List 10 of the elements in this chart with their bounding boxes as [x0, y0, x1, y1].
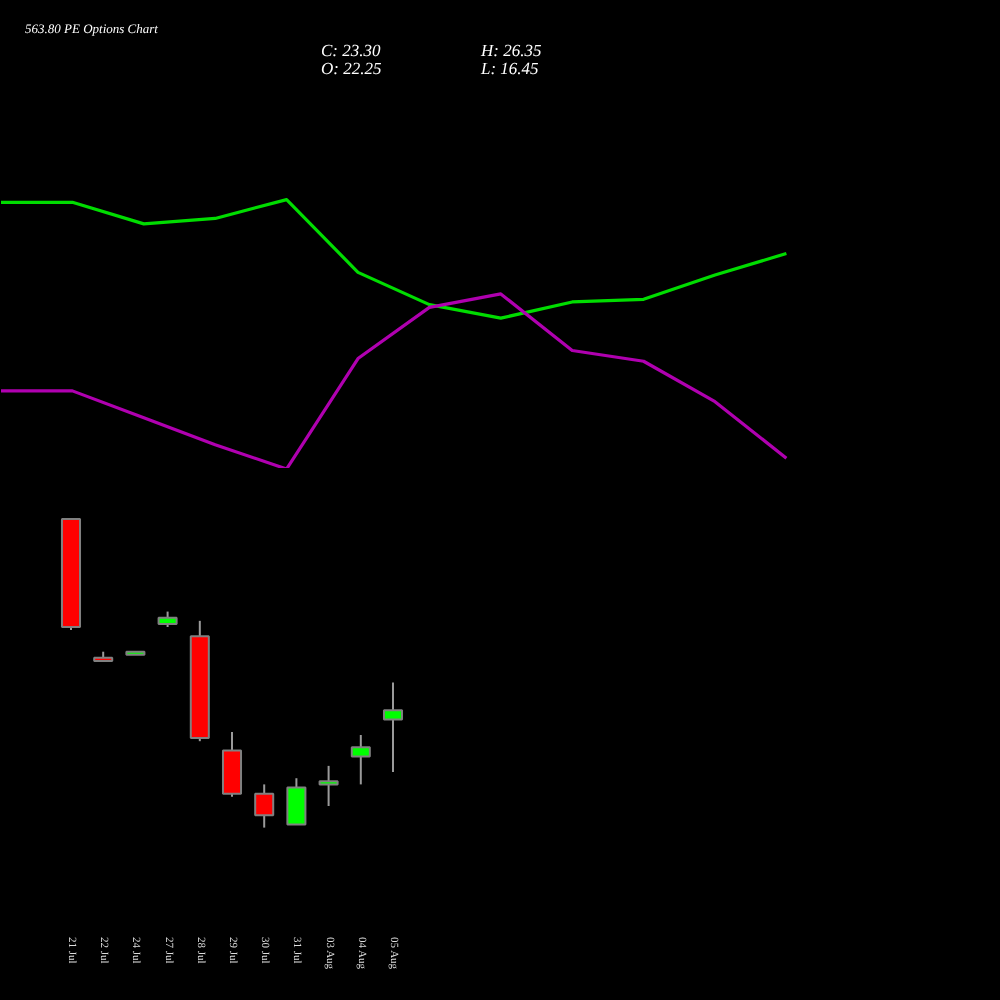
text: C: 23.30 — [321, 40, 382, 60]
candlestick — [350, 734, 371, 786]
text: L: 16.45 — [479, 57, 539, 78]
candlestick — [286, 777, 307, 826]
candlestick — [254, 783, 275, 829]
text: O: 22.25 — [321, 57, 382, 78]
text: H: 26.35 — [479, 40, 542, 60]
candlestick — [382, 681, 404, 774]
candlestick — [318, 764, 339, 807]
candlestick — [221, 730, 243, 798]
